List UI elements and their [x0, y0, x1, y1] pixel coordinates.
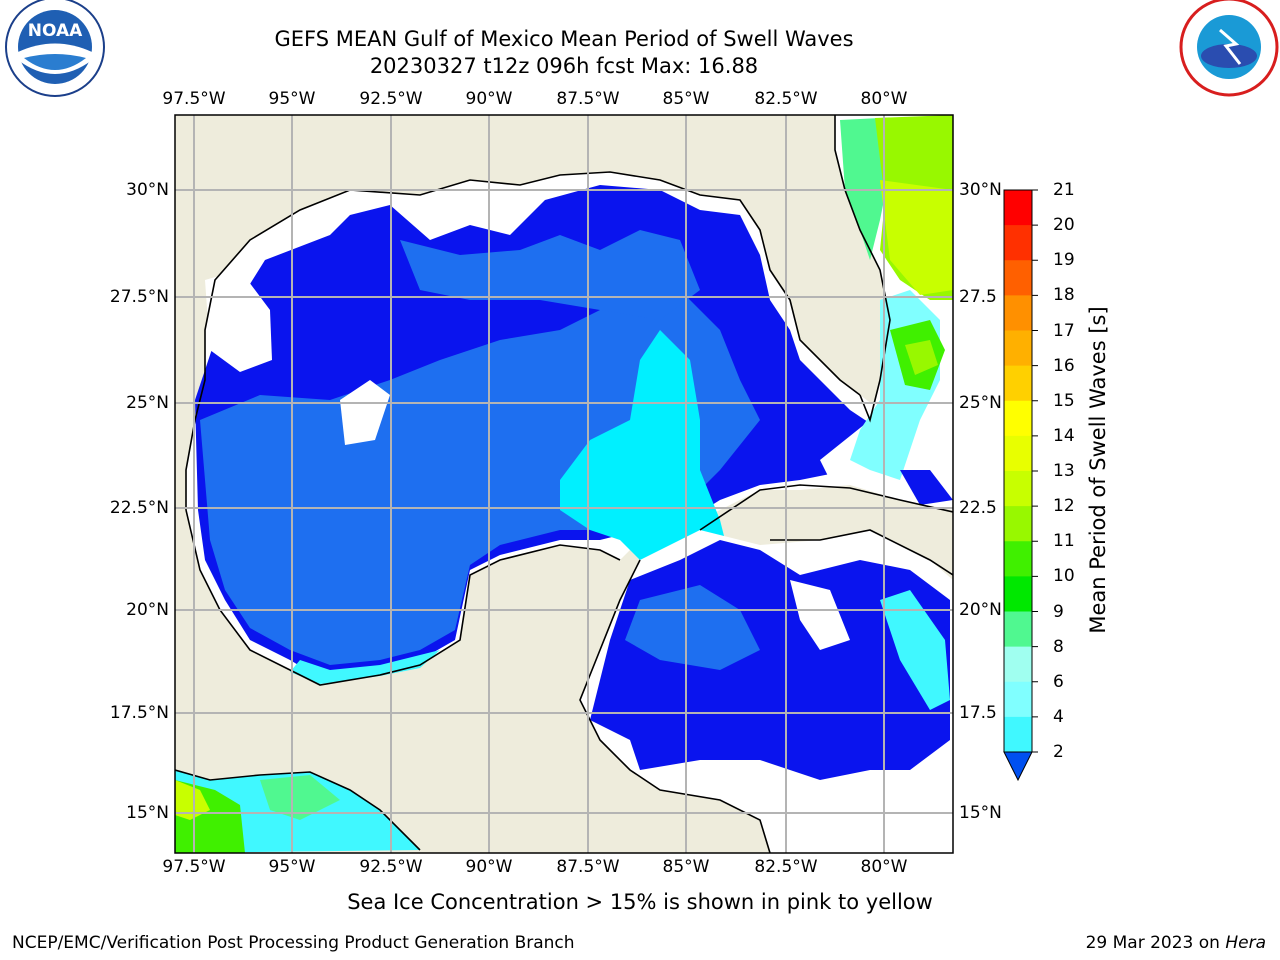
- footer-date-text: 29 Mar 2023 on: [1085, 933, 1220, 953]
- colorbar-segment: [1004, 681, 1032, 718]
- lon-label-top: 95°W: [268, 89, 316, 109]
- colorbar-segment: [1004, 225, 1032, 261]
- footer-credit: NCEP/EMC/Verification Post Processing Pr…: [12, 933, 575, 953]
- lon-label-top: 87.5°W: [556, 89, 620, 109]
- colorbar-title: Mean Period of Swell Waves [s]: [1086, 306, 1110, 634]
- swell-2-4s-straits: [900, 470, 953, 505]
- lon-label-top: 85°W: [662, 89, 710, 109]
- swell-2-4s-carib-band: [625, 585, 760, 670]
- lat-label-right: 20°N: [959, 600, 1002, 620]
- colorbar-extend-arrow: [1003, 751, 1033, 782]
- nws-logo: [1179, 0, 1279, 97]
- swell-4-8s-edge: [290, 650, 440, 684]
- colorbar-segment: [1004, 576, 1032, 612]
- swell-12-13s-bahamas: [905, 340, 938, 375]
- footer-host: Hera: [1225, 933, 1266, 953]
- colorbar-tick-label: 10: [1053, 566, 1075, 587]
- lat-label-left: 17.5°N: [109, 703, 169, 723]
- lat-label-left: 15°N: [126, 803, 169, 823]
- swell-9-10s-pacific: [260, 775, 340, 820]
- lat-label-right: 15°N: [959, 803, 1002, 823]
- colorbar-segment: [1004, 330, 1032, 367]
- graticule: [175, 115, 953, 853]
- colorbar-segment: [1004, 295, 1032, 331]
- lon-label-bottom: 85°W: [662, 857, 710, 877]
- swell-2-4s-band: [200, 290, 760, 665]
- colorbar-tick-label: 18: [1053, 285, 1075, 306]
- chart-subtitle-run: 20230327 t12z 096h fcst Max: 16.88: [369, 54, 759, 78]
- noaa-logo: NOAA: [5, 0, 105, 97]
- colorbar-tick-label: 13: [1053, 461, 1075, 481]
- lat-label-left: 22.5°N: [109, 498, 169, 518]
- lon-label-bottom: 87.5°W: [556, 857, 620, 877]
- colorbar-segment: [1004, 471, 1032, 507]
- colorbar-segment: [1004, 646, 1032, 683]
- lat-label-left: 25°N: [126, 393, 169, 413]
- lon-label-bottom: 82.5°W: [754, 857, 818, 877]
- mask-west: [205, 270, 272, 372]
- lon-label-top: 92.5°W: [359, 89, 423, 109]
- lon-label-top: 97.5°W: [162, 89, 226, 109]
- chart-title: GEFS MEAN Gulf of Mexico Mean Period of …: [274, 27, 854, 51]
- colorbar-tick-label: 14: [1053, 425, 1075, 446]
- colorbar-segment: [1004, 716, 1032, 753]
- colorbar: [1003, 189, 1038, 782]
- colorbar-tick-label: 11: [1053, 531, 1075, 552]
- gulf-map: [174, 114, 954, 854]
- sea-ice-note: Sea Ice Concentration > 15% is shown in …: [347, 890, 933, 914]
- mask-caribbean: [790, 580, 850, 650]
- colorbar-tick-label: 15: [1053, 390, 1075, 411]
- colorbar-tick-label: 6: [1053, 671, 1064, 692]
- coastlines: [175, 115, 953, 853]
- svg-text:NOAA: NOAA: [28, 21, 83, 41]
- lat-label-right: 22.5: [959, 498, 997, 518]
- footer-date: 29 Mar 2023 on Hera: [1086, 933, 1266, 953]
- lat-label-left: 20°N: [126, 600, 169, 620]
- colorbar-segment: [1004, 506, 1032, 542]
- lon-label-bottom: 90°W: [465, 857, 513, 877]
- colorbar-tick-label: 21: [1053, 180, 1075, 200]
- lat-label-left: 27.5°N: [109, 287, 169, 307]
- colorbar-tick-label: 17: [1053, 320, 1075, 341]
- lon-label-top: 80°W: [860, 89, 908, 109]
- colorbar-segment: [1004, 611, 1032, 648]
- lon-label-bottom: 95°W: [268, 857, 316, 877]
- lon-label-top: 82.5°W: [754, 89, 818, 109]
- colorbar-tick-label: 8: [1053, 636, 1064, 657]
- lat-label-left: 30°N: [126, 180, 169, 200]
- lat-label-right: 17.5: [959, 703, 997, 723]
- map-frame: [174, 114, 954, 854]
- swell-4-8s-central: [560, 330, 730, 580]
- colorbar-segment: [1004, 260, 1032, 296]
- swell-13-14s-atlantic: [880, 180, 953, 295]
- colorbar-tick-label: 12: [1053, 496, 1075, 517]
- lon-label-bottom: 80°W: [860, 857, 908, 877]
- colorbar-tick-label: 20: [1053, 215, 1075, 236]
- lon-label-bottom: 97.5°W: [162, 857, 226, 877]
- colorbar-segment: [1004, 365, 1032, 402]
- swell-2-4s-caribbean: [590, 540, 950, 780]
- colorbar-segment: [1004, 190, 1032, 226]
- lat-label-right: 30°N: [959, 180, 1002, 200]
- swell-4-8s-carib: [880, 590, 950, 710]
- colorbar-tick-label: 4: [1053, 706, 1064, 727]
- lat-label-right: 27.5: [959, 287, 997, 307]
- lon-label-bottom: 92.5°W: [359, 857, 423, 877]
- colorbar-segment: [1004, 400, 1032, 437]
- colorbar-segment: [1004, 435, 1032, 472]
- colorbar-tick-label: 16: [1053, 355, 1075, 376]
- colorbar-segment: [1004, 541, 1032, 577]
- colorbar-tick-label: 19: [1053, 250, 1075, 271]
- colorbar-tick-label: 2: [1053, 742, 1064, 762]
- swell-12-13s-pacific: [175, 780, 210, 820]
- colorbar-tick-label: 9: [1053, 601, 1064, 622]
- lon-label-top: 90°W: [465, 89, 513, 109]
- lat-label-right: 25°N: [959, 393, 1002, 413]
- mask-central: [340, 380, 390, 445]
